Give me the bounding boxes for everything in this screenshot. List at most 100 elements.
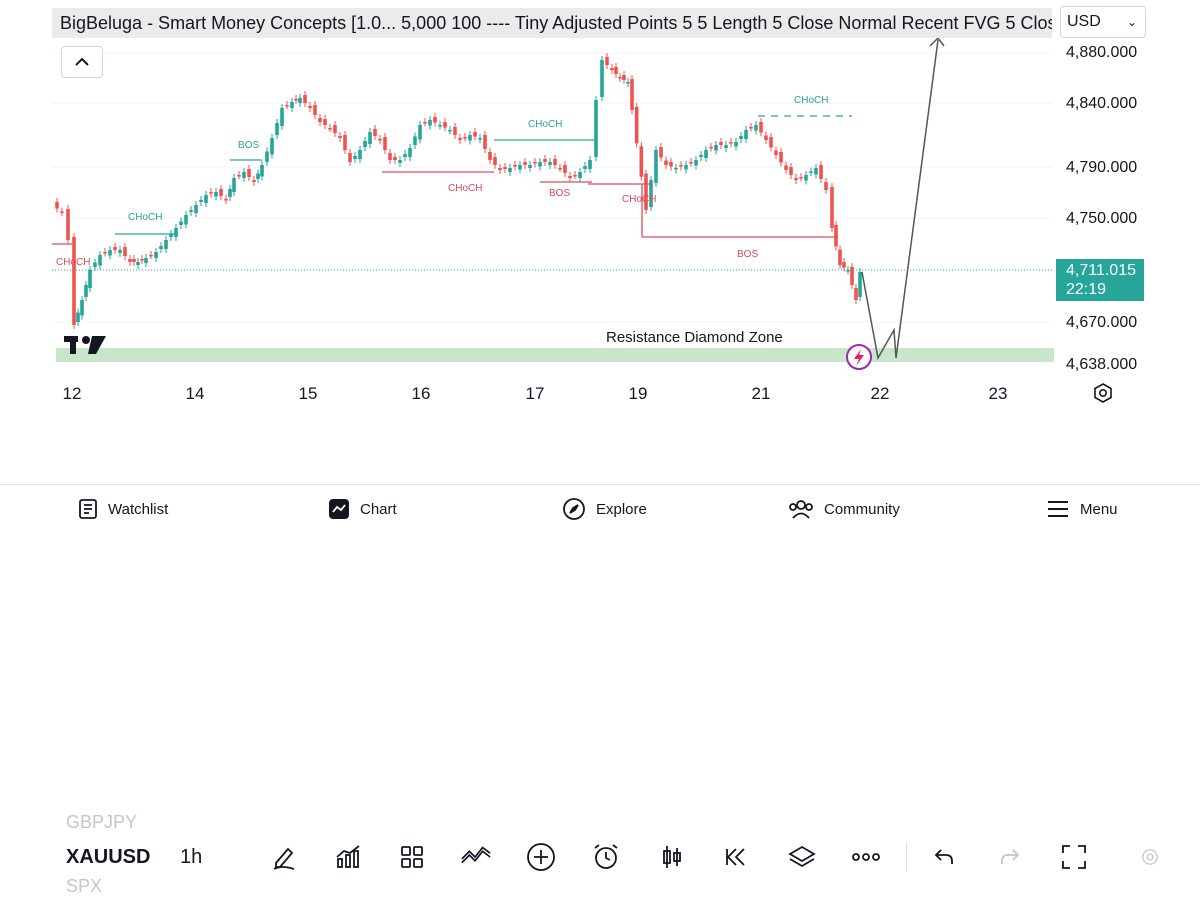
redo-button[interactable] bbox=[994, 841, 1026, 873]
candle-body bbox=[333, 125, 337, 133]
candle-body bbox=[108, 250, 112, 256]
screenshot-button[interactable] bbox=[1140, 841, 1160, 873]
compare-button[interactable] bbox=[460, 841, 492, 873]
candle-body bbox=[630, 79, 634, 110]
lightning-icon[interactable] bbox=[846, 344, 872, 370]
candle-body bbox=[428, 120, 432, 126]
label-bos-1: BOS bbox=[238, 140, 259, 151]
candle-body bbox=[669, 162, 673, 167]
candle-body bbox=[252, 180, 256, 182]
community-icon bbox=[789, 500, 813, 519]
candle-body bbox=[528, 165, 532, 168]
symbol-next[interactable]: SPX bbox=[66, 876, 103, 896]
candle-body bbox=[413, 136, 417, 145]
candle-body bbox=[689, 162, 693, 164]
candle-body bbox=[80, 300, 84, 316]
candle-body bbox=[308, 106, 312, 108]
indicators-button[interactable] bbox=[332, 841, 364, 873]
candle-body bbox=[338, 136, 342, 138]
add-button[interactable] bbox=[525, 841, 557, 873]
label-choch-3: CHoCH bbox=[448, 183, 482, 194]
nav-explore[interactable]: Explore bbox=[562, 485, 647, 533]
layers-button[interactable] bbox=[786, 841, 818, 873]
candle-body bbox=[184, 215, 188, 225]
nav-community[interactable]: Community bbox=[788, 485, 900, 533]
candle-body bbox=[704, 150, 708, 158]
candle-body bbox=[60, 211, 64, 213]
price-label: 4,790.000 bbox=[1066, 159, 1138, 176]
candle-body bbox=[644, 173, 648, 210]
drawing-tool-button[interactable] bbox=[268, 841, 300, 873]
chart-type-button[interactable] bbox=[656, 841, 688, 873]
chart-area[interactable]: CHoCH CHoCH BOS CHoCH CHoCH BOS CHoCH BO… bbox=[0, 0, 1200, 410]
alert-button[interactable] bbox=[590, 841, 622, 873]
candle-body bbox=[393, 157, 397, 160]
candle-body bbox=[348, 153, 352, 162]
candle-body bbox=[358, 150, 362, 159]
indicator-title[interactable]: BigBeluga - Smart Money Concepts [1.0...… bbox=[52, 8, 1052, 38]
symbol-prev[interactable]: GBPJPY bbox=[66, 812, 138, 832]
replay-button[interactable] bbox=[720, 841, 752, 873]
symbol-current[interactable]: XAUUSD bbox=[66, 846, 151, 868]
candle-body bbox=[118, 250, 122, 253]
candle-body bbox=[66, 209, 70, 240]
candle-body bbox=[132, 259, 136, 262]
currency-select[interactable]: USD ⌄ bbox=[1060, 6, 1146, 38]
candle-body bbox=[256, 173, 260, 179]
candle-body bbox=[769, 137, 773, 148]
candle-body bbox=[649, 180, 653, 207]
fullscreen-button[interactable] bbox=[1058, 841, 1090, 873]
label-choch-4: CHoCH bbox=[528, 119, 562, 130]
candle-body bbox=[398, 160, 402, 163]
nav-menu[interactable]: Menu bbox=[1046, 485, 1118, 533]
candle-body bbox=[478, 138, 482, 140]
candle-body bbox=[468, 135, 472, 141]
candle-body bbox=[498, 168, 502, 170]
candle-body bbox=[144, 258, 148, 263]
candle-body bbox=[634, 107, 639, 144]
layouts-button[interactable] bbox=[396, 841, 428, 873]
candle-body bbox=[473, 132, 477, 137]
candle-body bbox=[729, 142, 733, 144]
candle-body bbox=[260, 165, 264, 177]
candle-body bbox=[270, 138, 274, 155]
candle-body bbox=[709, 147, 713, 149]
candle-body bbox=[247, 169, 251, 177]
candle-body bbox=[174, 228, 178, 237]
candle-body bbox=[448, 130, 452, 132]
timeframe-button[interactable]: 1h bbox=[180, 846, 203, 868]
candle-body bbox=[568, 176, 572, 178]
candle-body bbox=[290, 102, 294, 108]
candle-body bbox=[378, 139, 382, 141]
candle-body bbox=[488, 152, 492, 160]
candle-body bbox=[699, 155, 703, 157]
candle-body bbox=[548, 162, 552, 165]
date-label: 16 bbox=[411, 384, 431, 403]
candle-body bbox=[303, 95, 307, 103]
candle-body bbox=[543, 159, 547, 162]
candle-body bbox=[88, 270, 92, 288]
candle-body bbox=[438, 125, 442, 127]
undo-button[interactable] bbox=[928, 841, 960, 873]
candle-body bbox=[814, 168, 818, 175]
candle-body bbox=[759, 122, 763, 133]
pen-icon bbox=[273, 847, 295, 870]
collapse-button[interactable] bbox=[61, 46, 103, 78]
candle-body bbox=[423, 122, 427, 124]
candle-body bbox=[503, 167, 507, 169]
candle-body bbox=[443, 122, 447, 128]
layouts-icon bbox=[401, 846, 423, 868]
chart-settings-icon[interactable] bbox=[1092, 382, 1114, 404]
candle-body bbox=[224, 199, 228, 201]
nav-community-label: Community bbox=[824, 500, 900, 518]
candle-body bbox=[789, 167, 793, 175]
nav-chart[interactable]: Chart bbox=[328, 485, 397, 533]
nav-watchlist[interactable]: Watchlist bbox=[78, 485, 168, 533]
projection-arrow-head bbox=[929, 36, 945, 47]
candle-body bbox=[72, 237, 76, 325]
candle-body bbox=[626, 82, 630, 84]
candle-body bbox=[388, 153, 392, 160]
candle-body bbox=[838, 249, 842, 265]
chart-canvas[interactable]: CHoCH CHoCH BOS CHoCH CHoCH BOS CHoCH BO… bbox=[0, 0, 1200, 410]
more-button[interactable] bbox=[850, 841, 882, 873]
